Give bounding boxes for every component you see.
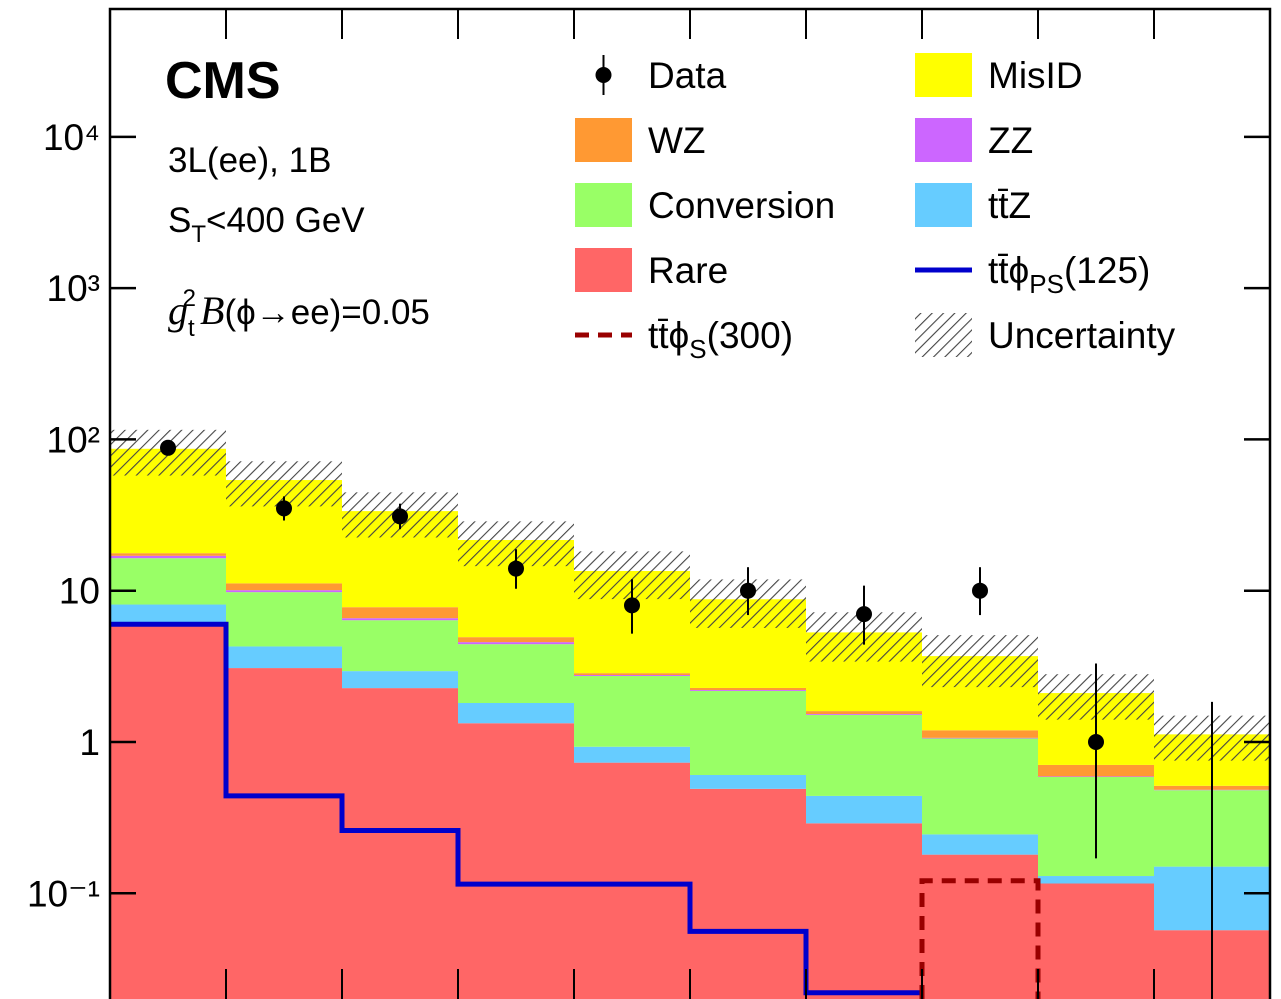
coupling-label: gt2 B(ϕ→ee)=0.05 (168, 285, 430, 342)
stack-segment (458, 644, 574, 703)
uncertainty-band (922, 635, 1038, 688)
y-tick-label: 1 (79, 722, 100, 763)
stack-segment (806, 795, 922, 824)
plot-area (110, 429, 1270, 999)
stack-segment (1038, 883, 1154, 999)
axes: 10⁻¹ 1 10 10² 10³ 10⁴ (27, 9, 1270, 999)
stack-segment (342, 620, 458, 672)
legend-label: ZZ (988, 120, 1033, 161)
stack-segment (574, 746, 690, 763)
stack-segment (110, 555, 226, 559)
frame (108, 7, 1272, 999)
stack-segment (342, 618, 458, 621)
stack-segment (226, 583, 342, 591)
stack-segment (458, 637, 574, 643)
stack-segment (110, 623, 226, 999)
legend-label: tt̄ϕS(300) (648, 315, 793, 364)
data-point (1088, 733, 1104, 750)
stack-segment (574, 675, 690, 676)
legend-label: WZ (648, 120, 706, 161)
stack-segment (690, 774, 806, 789)
stack-segment (806, 714, 922, 715)
stack-segment (690, 690, 806, 691)
legend-swatch (915, 53, 972, 97)
stack-segment (574, 673, 690, 676)
legend-label: MisID (988, 55, 1083, 96)
signal-line (919, 878, 1041, 999)
legend-label: Conversion (648, 185, 835, 226)
stack-segment (574, 762, 690, 999)
data-point (740, 582, 756, 599)
stack-segment (922, 737, 1038, 739)
legend-label: tt̄Z (988, 185, 1031, 226)
stack-segment (110, 604, 226, 624)
stack-segment (574, 675, 690, 747)
data-point (508, 560, 524, 577)
stack-segment (922, 854, 1038, 999)
experiment-label: CMS (165, 52, 281, 110)
stack-segment (458, 723, 574, 999)
legend: Data MisID WZ ZZ Conversion tt̄Z Rare tt̄ϕPS(12… (575, 53, 1176, 364)
y-tick-label: 10⁻¹ (27, 873, 100, 914)
stack-segment (922, 834, 1038, 855)
data-point (856, 606, 872, 623)
y-tick-label: 10³ (47, 268, 100, 309)
legend-label: Uncertainty (988, 315, 1176, 356)
legend-swatch (915, 118, 972, 162)
data-point (624, 597, 640, 614)
stack-segment (226, 646, 342, 669)
legend-swatch (915, 183, 972, 227)
legend-swatch (575, 248, 632, 292)
legend-label: tt̄ϕPS(125) (988, 250, 1150, 299)
legend-label: Data (648, 55, 727, 96)
y-tick-label: 10² (47, 419, 100, 460)
legend-label: Rare (648, 250, 728, 291)
data-point (160, 439, 176, 456)
stack-segment (110, 558, 226, 605)
stack-segment (690, 687, 806, 691)
stack-segment (226, 592, 342, 647)
stack-segment (342, 607, 458, 619)
stack-segment (1038, 876, 1154, 884)
stack-segment (342, 688, 458, 999)
stack-segment (922, 738, 1038, 835)
legend-swatch (915, 313, 972, 357)
legend-swatch (595, 67, 612, 83)
stack-segment (690, 690, 806, 775)
y-tick-label: 10 (59, 571, 100, 612)
selection-label: ST<400 GeV (168, 201, 365, 248)
y-tick-label: 10⁴ (43, 117, 100, 158)
region-label: 3L(ee), 1B (168, 141, 331, 180)
stack-segment (458, 702, 574, 724)
stack-segment (110, 553, 226, 556)
data-point (972, 582, 988, 599)
stack-segment (806, 714, 922, 796)
stack-segment (806, 711, 922, 715)
stack-segment (922, 730, 1038, 738)
legend-swatch (575, 183, 632, 227)
stack-segment (690, 788, 806, 999)
data-point (276, 500, 292, 517)
stack-segment (226, 590, 342, 593)
legend-swatch (575, 118, 632, 162)
data-point (392, 508, 408, 525)
stack-segment (342, 671, 458, 689)
stack-segment (226, 668, 342, 999)
stack-segment (458, 642, 574, 645)
stack-segment (806, 823, 922, 999)
